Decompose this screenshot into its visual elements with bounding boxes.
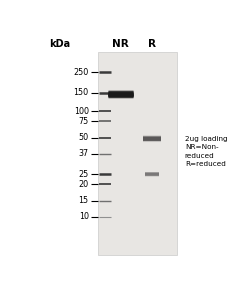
- Text: 20: 20: [79, 180, 89, 189]
- Text: 250: 250: [73, 68, 89, 77]
- Text: 37: 37: [79, 149, 89, 158]
- Text: 150: 150: [74, 88, 89, 97]
- Text: R: R: [148, 39, 156, 49]
- Text: 2ug loading
NR=Non-
reduced
R=reduced: 2ug loading NR=Non- reduced R=reduced: [185, 136, 227, 167]
- Text: 15: 15: [79, 196, 89, 205]
- Text: 10: 10: [79, 212, 89, 221]
- Text: 100: 100: [74, 106, 89, 116]
- Text: NR: NR: [112, 39, 129, 49]
- Text: 75: 75: [78, 117, 89, 126]
- Text: 50: 50: [79, 133, 89, 142]
- Text: kDa: kDa: [49, 39, 70, 49]
- Bar: [98, 52, 177, 256]
- Text: 25: 25: [78, 169, 89, 178]
